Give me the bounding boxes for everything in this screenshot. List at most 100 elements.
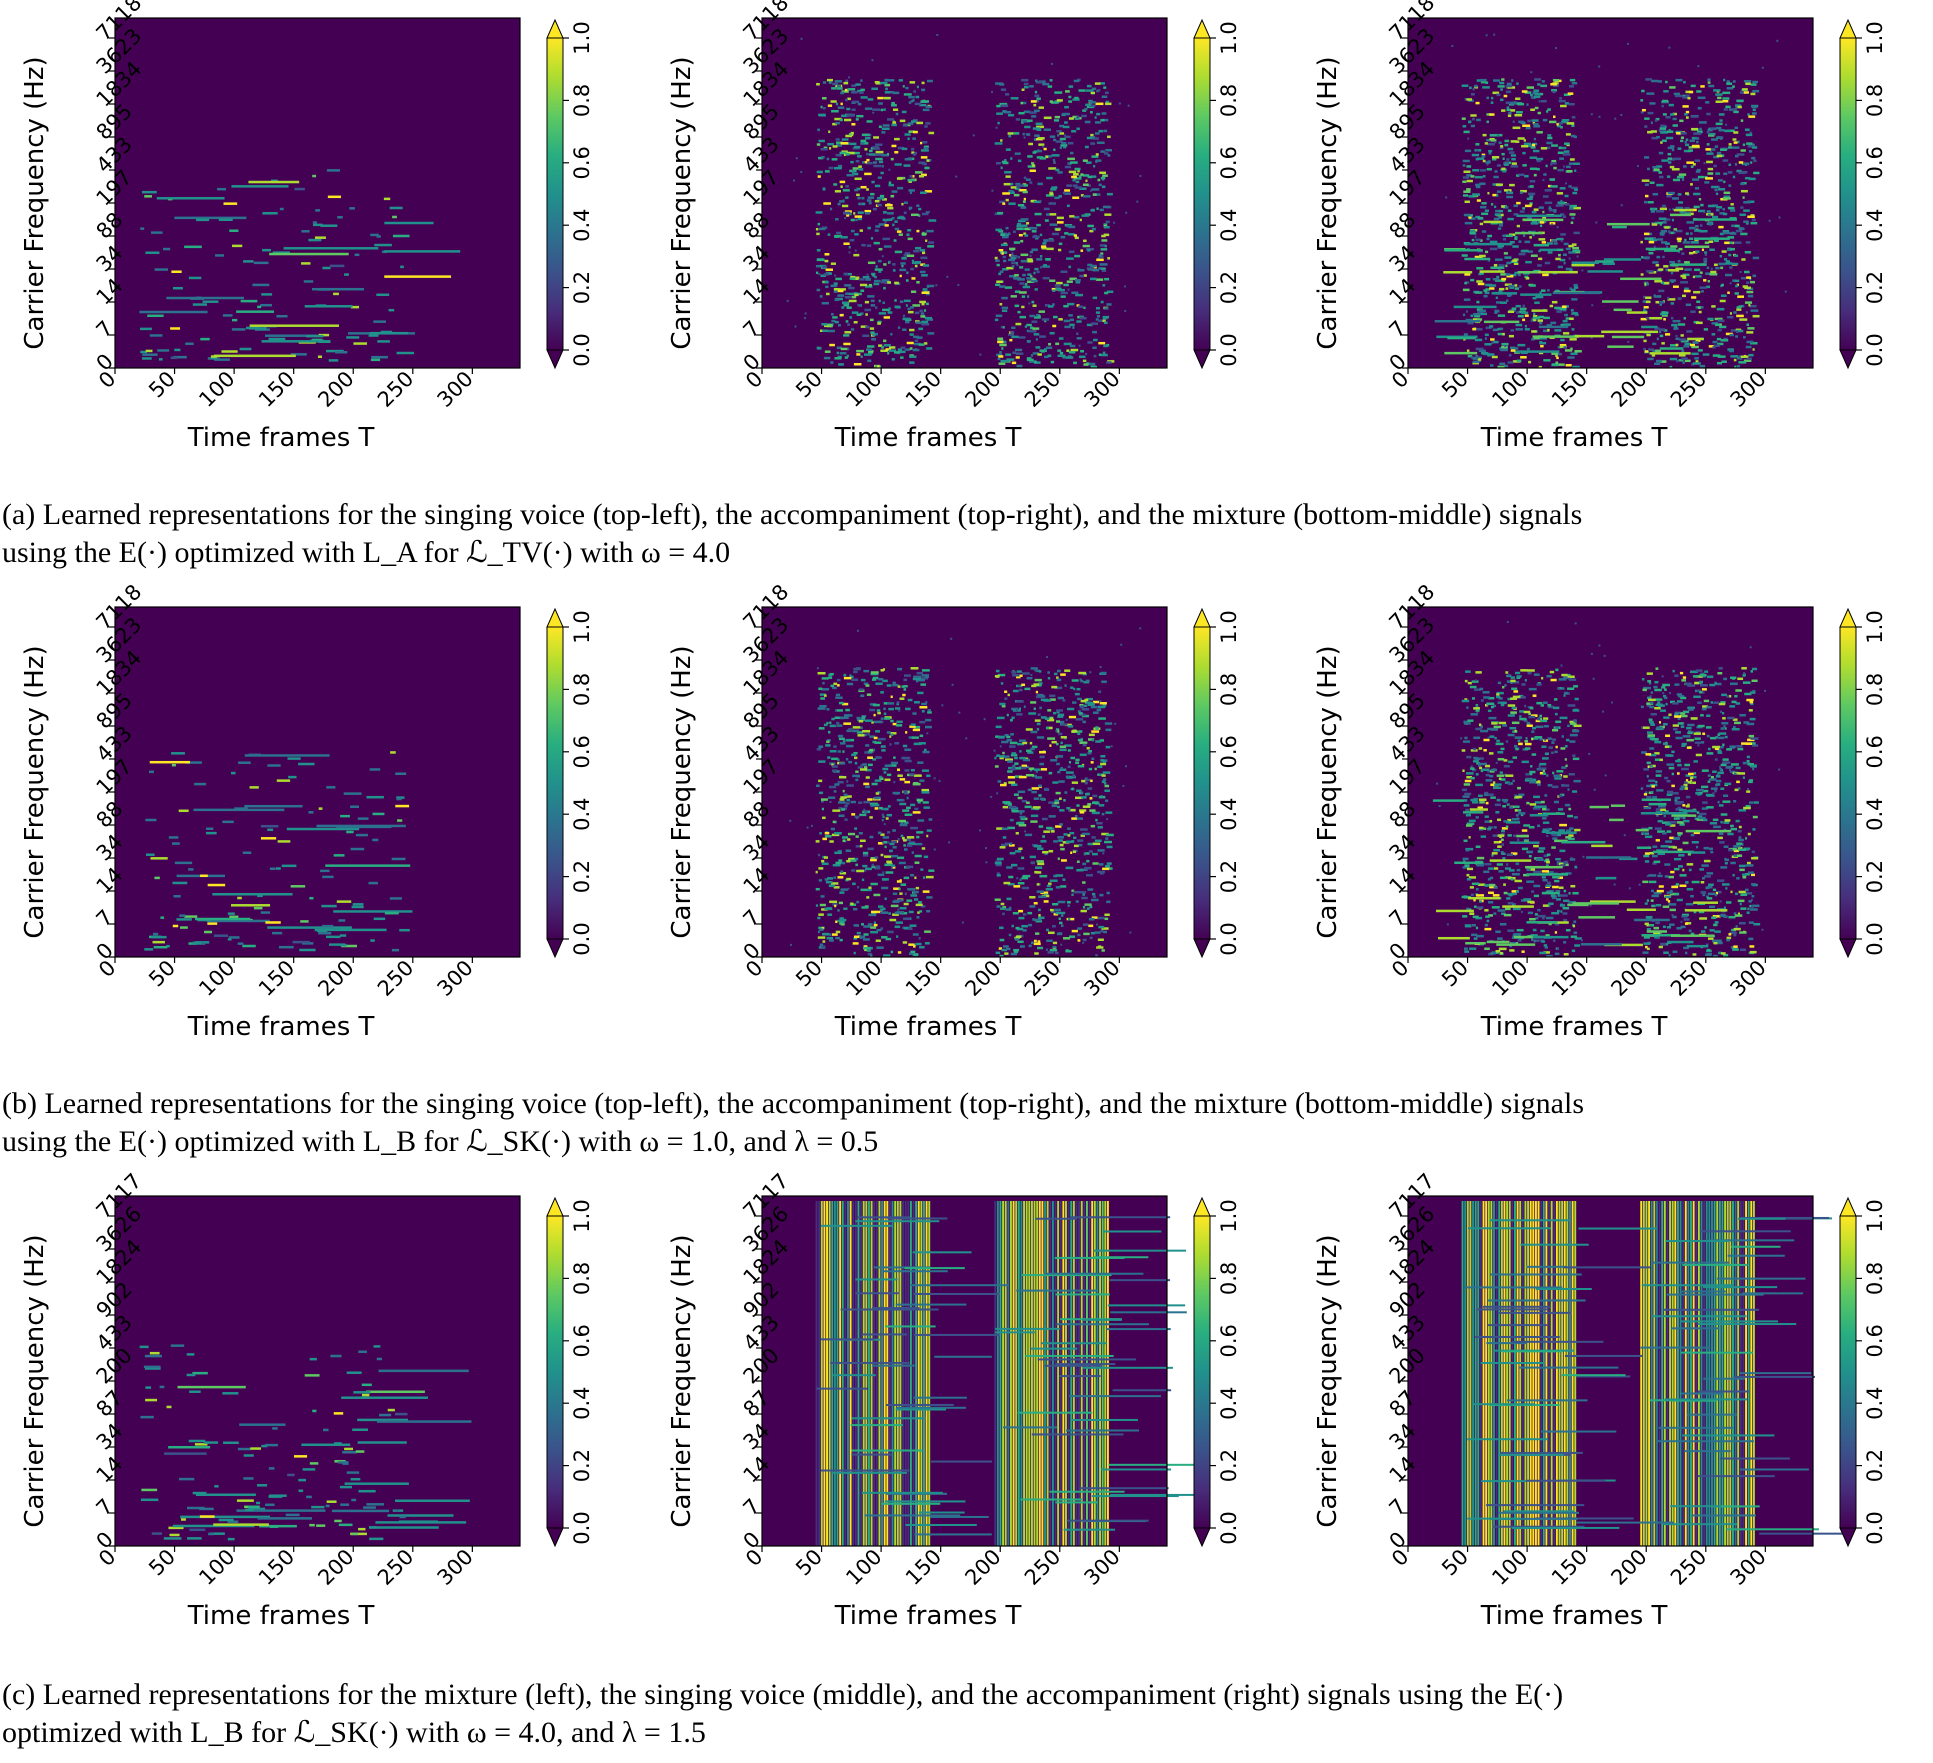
heatmap-cell (1019, 188, 1027, 192)
heatmap-cell (1005, 908, 1012, 911)
heatmap-cell (867, 952, 873, 956)
heatmap-cell (1500, 301, 1507, 304)
heatmap-cell (1002, 805, 1009, 809)
heatmap-cell (1562, 906, 1570, 910)
heatmap-cell (1024, 687, 1031, 691)
heatmap-cell (1496, 190, 1502, 193)
heatmap-cell (1493, 264, 1498, 267)
heatmap-cell (170, 356, 178, 360)
heatmap-cell (1718, 113, 1725, 116)
colorbar-tick-label: 0.4 (1217, 208, 1241, 241)
heatmap-cell (847, 887, 850, 890)
heatmap-cell (1092, 794, 1098, 798)
heatmap-cell (1088, 738, 1095, 741)
heatmap-cell (1538, 249, 1541, 253)
heatmap-cell (1728, 184, 1732, 187)
heatmap-cell (1020, 253, 1029, 257)
heatmap-cell (1737, 140, 1740, 144)
heatmap-cell (925, 725, 932, 729)
heatmap-cell (1087, 224, 1094, 228)
heatmap-cell (1039, 706, 1042, 710)
heatmap-cell (1643, 306, 1649, 309)
heatmap-cell (1735, 104, 1742, 107)
heatmap-cell (979, 829, 982, 832)
heatmap-cell (892, 829, 896, 832)
heatmap-cell (1014, 762, 1019, 765)
heatmap-cell (1681, 349, 1685, 353)
heatmap-cell (1095, 318, 1099, 321)
heatmap-cell (1035, 871, 1042, 874)
heatmap-cell (886, 860, 892, 864)
heatmap-cell (1027, 165, 1036, 168)
heatmap-cell (1102, 704, 1107, 707)
heatmap-cell (1709, 248, 1715, 251)
heatmap-cell (1009, 851, 1016, 855)
heatmap-cell (1063, 878, 1066, 882)
heatmap-cell (1031, 807, 1035, 810)
heatmap-cell (1641, 256, 1644, 259)
heatmap-cell (979, 353, 982, 356)
heatmap-cell (1501, 912, 1506, 915)
heatmap-cell (1492, 91, 1500, 95)
heatmap-cell (1541, 676, 1544, 680)
heatmap-cell (1663, 265, 1669, 268)
heatmap-cell (1073, 216, 1080, 219)
heatmap-cell (1690, 232, 1693, 235)
heatmap-cell (1071, 929, 1078, 933)
heatmap-cell (1021, 78, 1029, 82)
heatmap-cell (1071, 893, 1074, 897)
heatmap-cell (1651, 894, 1659, 898)
heatmap-cell (1656, 183, 1664, 187)
heatmap-cell (1537, 682, 1541, 685)
heatmap-cell (1123, 285, 1126, 288)
heatmap-cell (1550, 321, 1557, 325)
heatmap-cell (1101, 774, 1106, 777)
heatmap-cell (1671, 168, 1680, 171)
heatmap-cell (999, 285, 1006, 288)
heatmap-cell (920, 312, 925, 315)
heatmap-cell (1731, 928, 1736, 932)
heatmap-cell (1745, 133, 1753, 137)
heatmap-cell (1667, 298, 1676, 301)
heatmap-cell (1513, 262, 1519, 265)
heatmap-cell (1662, 255, 1665, 259)
heatmap-cell (851, 753, 857, 757)
heatmap-cell (1073, 361, 1077, 365)
heatmap-cell (1068, 250, 1075, 254)
heatmap-cell (881, 346, 884, 349)
heatmap-cell (832, 145, 838, 148)
heatmap-cell (872, 274, 875, 277)
heatmap-cell (1058, 288, 1065, 292)
heatmap-cell (909, 191, 913, 195)
heatmap-cell (1532, 318, 1537, 322)
heatmap-cell (1570, 352, 1578, 355)
heatmap-cell (904, 348, 907, 351)
heatmap-cell (257, 305, 262, 309)
heatmap-cell (841, 138, 849, 141)
heatmap-cell (1503, 163, 1509, 166)
heatmap-cell (1727, 348, 1734, 351)
heatmap-cell (1502, 169, 1507, 173)
heatmap-cell (1500, 88, 1503, 91)
heatmap-cell (897, 146, 905, 150)
heatmap-cell (1666, 245, 1669, 248)
heatmap-cell (842, 702, 849, 706)
heatmap-cell (1741, 304, 1745, 308)
heatmap-cell (1685, 138, 1689, 142)
heatmap-cell (817, 916, 821, 920)
heatmap-cell (1672, 178, 1681, 182)
heatmap-cell (303, 280, 314, 283)
heatmap-cell (1565, 267, 1572, 271)
heatmap-cell (1055, 168, 1060, 172)
heatmap-cell (1475, 185, 1481, 189)
heatmap-cell (1693, 910, 1697, 914)
heatmap-cell (1055, 730, 1058, 733)
heatmap-cell (1093, 338, 1098, 342)
heatmap-cell (1100, 762, 1107, 766)
heatmap-cell (1558, 122, 1563, 125)
heatmap-cell (1665, 136, 1674, 140)
heatmap-cell (1080, 249, 1084, 252)
heatmap-cell (1722, 212, 1728, 216)
heatmap-cell (1500, 348, 1509, 352)
heatmap-cell (1598, 65, 1601, 68)
